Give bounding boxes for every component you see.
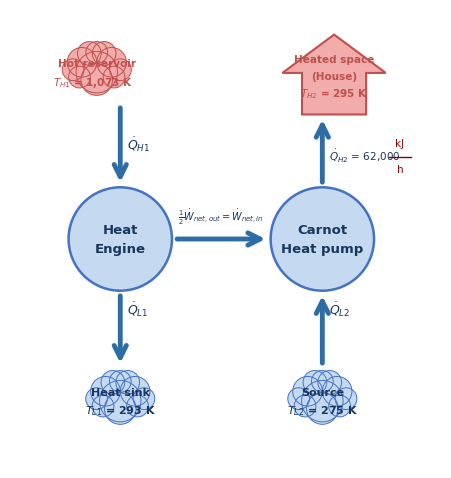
Circle shape — [67, 47, 97, 77]
Text: $T_{H1}$ = 1,073 K: $T_{H1}$ = 1,073 K — [53, 76, 133, 89]
Circle shape — [120, 377, 150, 406]
Text: $\dot{Q}_{L2}$: $\dot{Q}_{L2}$ — [329, 300, 350, 319]
Text: kJ: kJ — [395, 139, 404, 149]
Circle shape — [99, 380, 141, 422]
Circle shape — [92, 395, 114, 417]
Ellipse shape — [67, 65, 126, 89]
Circle shape — [92, 42, 116, 65]
Circle shape — [91, 377, 120, 406]
Circle shape — [328, 395, 350, 417]
Text: $\frac{1}{2}\dot{W}_{net,out}= \dot{W}_{net,in}$: $\frac{1}{2}\dot{W}_{net,out}= \dot{W}_{… — [178, 208, 263, 227]
Circle shape — [301, 380, 342, 422]
Circle shape — [294, 395, 315, 417]
Circle shape — [104, 393, 136, 424]
Text: (House): (House) — [310, 72, 356, 82]
Text: Heat: Heat — [102, 224, 138, 237]
Circle shape — [69, 187, 171, 291]
Circle shape — [133, 388, 154, 410]
Circle shape — [86, 42, 107, 63]
Circle shape — [115, 370, 139, 394]
Circle shape — [317, 370, 341, 394]
Circle shape — [306, 393, 337, 424]
Text: Source: Source — [300, 388, 343, 398]
Circle shape — [101, 370, 124, 394]
Text: $\dot{Q}_{H1}$: $\dot{Q}_{H1}$ — [127, 136, 150, 154]
Circle shape — [292, 377, 322, 406]
Circle shape — [81, 64, 112, 96]
Circle shape — [311, 370, 332, 392]
Text: Heat pump: Heat pump — [281, 243, 363, 256]
Polygon shape — [282, 34, 385, 114]
Circle shape — [62, 59, 84, 81]
Circle shape — [335, 388, 356, 410]
Text: Heat sink: Heat sink — [91, 388, 149, 398]
Text: $\dot{Q}_{L1}$: $\dot{Q}_{L1}$ — [127, 300, 148, 319]
Circle shape — [78, 42, 101, 65]
Circle shape — [126, 395, 148, 417]
Text: Hot reservoir: Hot reservoir — [58, 59, 135, 69]
Circle shape — [322, 377, 351, 406]
Text: $T_{L2}$ = 275 K: $T_{L2}$ = 275 K — [286, 404, 357, 418]
Circle shape — [303, 370, 326, 394]
Circle shape — [109, 59, 131, 81]
Text: Carnot: Carnot — [297, 224, 347, 237]
Text: Engine: Engine — [95, 243, 145, 256]
Circle shape — [109, 370, 131, 392]
Circle shape — [76, 52, 117, 93]
Circle shape — [270, 187, 373, 291]
Text: $T_{L1}$ = 293 K: $T_{L1}$ = 293 K — [84, 404, 156, 418]
Circle shape — [97, 47, 126, 77]
Ellipse shape — [292, 394, 351, 418]
Text: $T_{H2}$ = 295 K: $T_{H2}$ = 295 K — [299, 87, 367, 101]
Circle shape — [103, 66, 124, 88]
Text: Heated space: Heated space — [293, 55, 373, 65]
Circle shape — [287, 388, 309, 410]
Circle shape — [69, 66, 90, 88]
Text: $\dot{Q}_{H2}$ = 62,000: $\dot{Q}_{H2}$ = 62,000 — [329, 148, 400, 165]
Circle shape — [86, 388, 107, 410]
Text: h: h — [396, 165, 402, 175]
Ellipse shape — [91, 394, 150, 418]
